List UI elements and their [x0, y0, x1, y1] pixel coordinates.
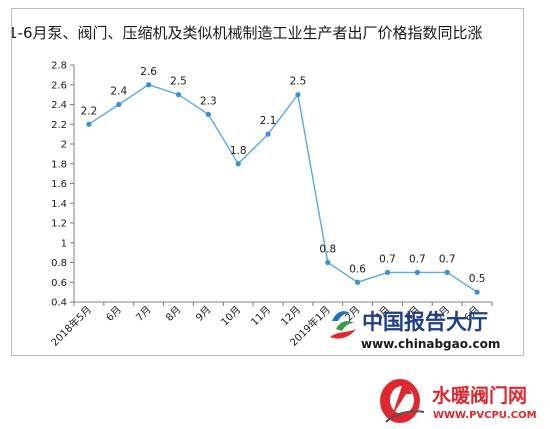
data-label: 1.8: [230, 145, 247, 157]
data-points: [86, 82, 480, 295]
x-tick-label: 12月: [278, 304, 303, 329]
data-point: [205, 111, 211, 117]
brand-logo: 水暖阀门网 WWW.PVCPU.COM: [380, 379, 537, 423]
data-point: [295, 92, 301, 98]
data-point: [235, 161, 241, 167]
chart-title: 1-6月泵、阀门、压缩机及类似机械制造工业生产者出厂价格指数同比涨: [12, 24, 483, 42]
data-point: [325, 259, 331, 266]
x-tick-label: 9月: [193, 304, 213, 324]
data-point: [444, 269, 450, 275]
y-tick-label: 1: [61, 238, 67, 249]
data-label: 2.2: [81, 105, 98, 117]
x-tick-label: 7月: [134, 304, 154, 324]
data-label: 0.5: [469, 273, 486, 285]
chinabgao-logo-icon: [330, 311, 356, 339]
data-point: [355, 279, 361, 285]
line-chart: 1-6月泵、阀门、压缩机及类似机械制造工业生产者出厂价格指数同比涨 0.4 0.6…: [12, 24, 500, 351]
data-point: [116, 101, 122, 108]
data-point: [474, 289, 480, 295]
x-tick-label: 10月: [219, 304, 244, 329]
x-tick-label: 11月: [249, 304, 274, 329]
data-label: 0.7: [379, 253, 396, 265]
data-label: 2.5: [170, 76, 187, 88]
y-tick-label: 1.8: [51, 159, 67, 170]
y-tick-label: 2.6: [51, 80, 67, 91]
data-point: [384, 269, 391, 275]
brand-url: WWW.PVCPU.COM: [433, 410, 537, 421]
data-labels: 2.2 2.4 2.6 2.5 2.3 1.8 2.1 2.5 0.8 0.6 0.7 0.7 0.7 0…: [81, 66, 486, 285]
data-label: 0.7: [439, 253, 456, 265]
watermark-url: www.chinabgao.com: [361, 337, 500, 351]
watermark: 中国报告大厅 www.chinabgao.com: [330, 310, 500, 351]
data-point: [146, 82, 152, 88]
x-tick-label: 6月: [104, 304, 124, 324]
data-point: [265, 131, 271, 137]
data-label: 0.7: [409, 253, 426, 265]
data-point: [86, 121, 92, 127]
data-label: 0.8: [319, 244, 336, 256]
y-tick-label: 2.4: [51, 100, 67, 111]
data-label: 2.4: [110, 86, 127, 98]
data-label: 2.3: [200, 95, 217, 107]
watermark-text: 中国报告大厅: [362, 310, 488, 334]
y-tick-label: 0.4: [51, 298, 67, 309]
data-point: [175, 92, 182, 98]
data-point: [414, 269, 420, 275]
y-tick-label: 1.2: [51, 219, 67, 230]
y-tick-label: 0.6: [51, 278, 67, 289]
y-tick-label: 0.8: [51, 258, 67, 269]
y-ticks: 0.4 0.6 0.8 1 1.2 1.4 1.6 1.8 2 2.2 2.4 2.6 2.8: [51, 61, 74, 309]
series-line: [88, 83, 478, 293]
data-label: 0.6: [349, 263, 366, 275]
y-tick-label: 1.6: [51, 179, 67, 190]
y-tick-label: 1.4: [51, 199, 67, 210]
y-tick-label: 2: [61, 140, 67, 151]
pv-logo-icon: [380, 379, 425, 423]
y-tick-label: 2.8: [51, 61, 67, 72]
data-label: 2.6: [140, 66, 157, 78]
brand-text: 水暖阀门网: [432, 384, 527, 407]
x-tick-label: 8月: [164, 304, 184, 324]
data-label: 2.5: [290, 76, 307, 88]
chart-frame: 1-6月泵、阀门、压缩机及类似机械制造工业生产者出厂价格指数同比涨 0.4 0.6…: [11, 8, 524, 356]
y-tick-label: 2.2: [51, 120, 67, 131]
x-tick-label: 2018年5月: [48, 303, 94, 349]
data-label: 2.1: [260, 115, 277, 127]
